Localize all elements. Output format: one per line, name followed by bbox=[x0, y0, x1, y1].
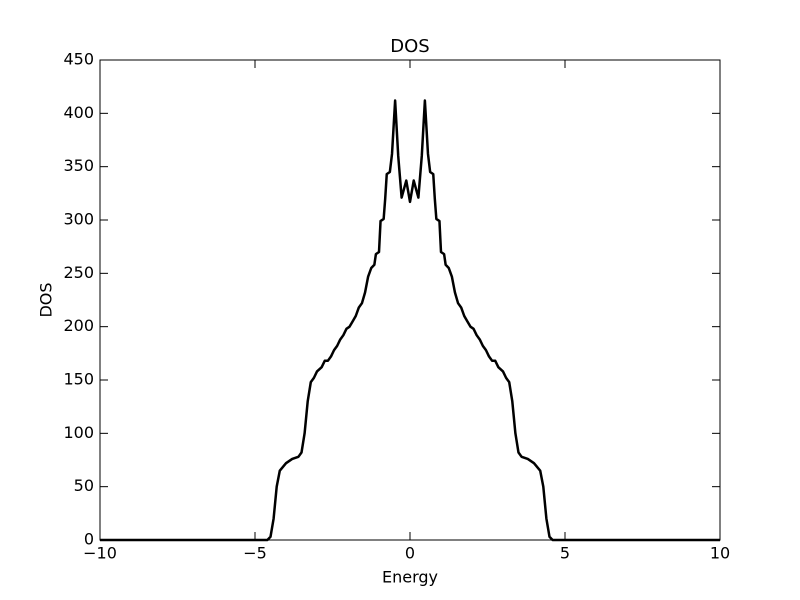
x-tick-label: −10 bbox=[83, 544, 117, 563]
y-tick-label: 150 bbox=[63, 370, 94, 389]
y-tick-label: 400 bbox=[63, 103, 94, 122]
chart-title: DOS bbox=[390, 36, 429, 57]
y-tick-label: 250 bbox=[63, 263, 94, 282]
x-axis-label: Energy bbox=[382, 568, 438, 587]
y-tick-label: 300 bbox=[63, 210, 94, 229]
x-tick-label: 0 bbox=[405, 544, 415, 563]
y-tick-label: 350 bbox=[63, 156, 94, 175]
y-tick-label: 50 bbox=[74, 476, 94, 495]
plot-frame bbox=[99, 59, 721, 541]
y-tick-label: 0 bbox=[84, 530, 94, 549]
y-tick-label: 450 bbox=[63, 50, 94, 69]
y-tick-label: 100 bbox=[63, 423, 94, 442]
y-tick-label: 200 bbox=[63, 316, 94, 335]
dos-line bbox=[100, 99, 720, 542]
x-tick-label: 5 bbox=[560, 544, 570, 563]
y-axis-label: DOS bbox=[37, 282, 56, 317]
x-tick-label: −5 bbox=[243, 544, 267, 563]
x-tick-label: 10 bbox=[710, 544, 730, 563]
